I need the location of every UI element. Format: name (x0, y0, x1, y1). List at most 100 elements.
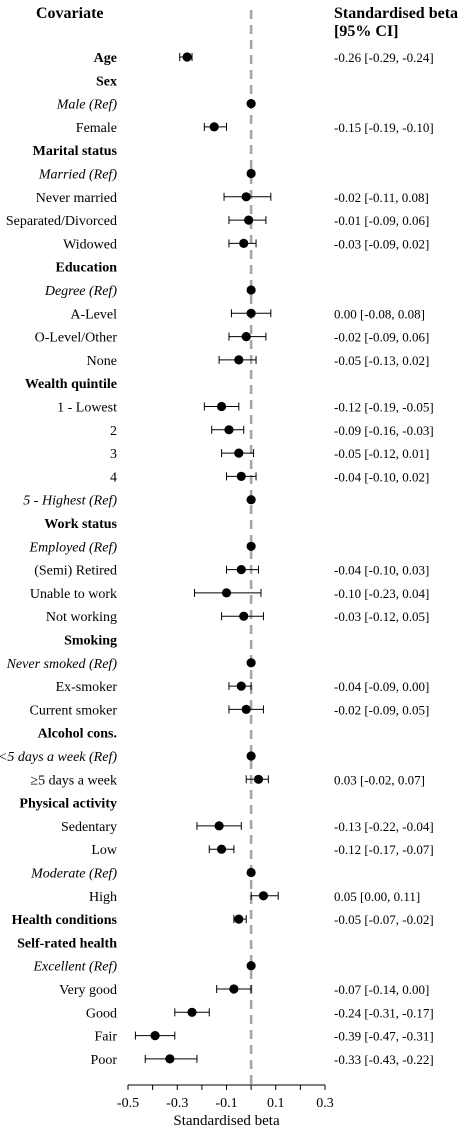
ci-value-text: -0.01 [-0.09, 0.06] (334, 213, 429, 228)
row-label: (Semi) Retired (34, 564, 117, 579)
ci-value-text: 0.03 [-0.02, 0.07] (334, 772, 425, 787)
row-label: 3 (110, 447, 117, 462)
row-label: Current smoker (30, 703, 118, 718)
row-label: O-Level/Other (35, 331, 118, 346)
row-label: Male (Ref) (56, 98, 118, 113)
estimate-point (241, 332, 251, 342)
row-label: High (89, 890, 117, 905)
estimate-point (224, 425, 234, 435)
ci-value-text: -0.12 [-0.17, -0.07] (334, 842, 434, 857)
row-label: 4 (110, 470, 117, 485)
estimate-point (246, 99, 256, 109)
row-label: <5 days a week (Ref) (0, 750, 117, 765)
estimate-point (241, 704, 251, 715)
row-label: Not working (46, 610, 117, 625)
ci-value-text: -0.02 [-0.09, 0.06] (334, 330, 429, 345)
ci-value-text: -0.05 [-0.07, -0.02] (334, 912, 434, 927)
x-ticks-layer: -0.5 -0.3 -0.1 0.1 0.3 (117, 1085, 334, 1111)
row-label: Moderate (Ref) (30, 867, 117, 882)
row-label: Fair (94, 1030, 117, 1045)
row-label: Employed (Ref) (29, 540, 118, 555)
estimate-point (182, 52, 192, 62)
row-label: Never smoked (Ref) (6, 657, 118, 672)
x-tick-label: -0.5 (117, 1096, 139, 1111)
estimate-point (258, 891, 269, 901)
ci-value-text: -0.15 [-0.19, -0.10] (334, 120, 434, 135)
estimate-point (246, 308, 256, 318)
covariate-header: Covariate (36, 5, 104, 22)
estimate-point (246, 495, 256, 505)
row-label: Female (76, 121, 117, 136)
ci-header-line1: Standardised beta (334, 5, 458, 22)
row-label: Degree (Ref) (44, 284, 117, 299)
estimate-point (239, 611, 249, 621)
ci-value-text: -0.09 [-0.16, -0.03] (334, 423, 434, 438)
estimate-point (236, 681, 246, 691)
estimate-point (246, 658, 256, 668)
x-tick-label: 0.3 (316, 1096, 334, 1111)
rows-layer: Age -0.26 [-0.29, -0.24] Sex Male (Ref) Fema… (0, 50, 434, 1068)
row-label: 1 - Lowest (57, 401, 117, 416)
estimate-point (244, 215, 254, 225)
ci-value-text: -0.03 [-0.09, 0.02] (334, 236, 429, 251)
row-label: Ex-smoker (56, 680, 118, 695)
marks-layer (134, 52, 279, 1064)
ci-value-text: -0.12 [-0.19, -0.05] (334, 400, 434, 415)
row-label: Smoking (64, 634, 117, 649)
estimate-point (239, 238, 249, 248)
row-label: Unable to work (30, 587, 117, 602)
row-label: Excellent (Ref) (32, 960, 117, 975)
ci-header-line2: [95% CI] (334, 23, 398, 40)
estimate-point (236, 565, 246, 575)
estimate-point (150, 1031, 160, 1041)
row-label: Physical activity (19, 797, 117, 812)
estimate-point (246, 168, 256, 179)
row-label: ≥5 days a week (30, 773, 117, 788)
ci-value-text: -0.24 [-0.31, -0.17] (334, 1005, 434, 1020)
row-label: A-Level (70, 307, 117, 322)
estimate-point (221, 588, 232, 598)
row-label: None (87, 354, 117, 369)
row-label: Good (86, 1006, 117, 1021)
ci-value-text: -0.07 [-0.14, 0.00] (334, 982, 429, 997)
row-label: Low (91, 843, 118, 858)
row-label: Age (94, 51, 117, 66)
estimate-point (246, 285, 256, 295)
estimate-point (253, 774, 264, 784)
ci-value-text: -0.26 [-0.29, -0.24] (334, 50, 434, 65)
estimate-point (229, 984, 239, 994)
row-label: Sedentary (61, 820, 117, 835)
x-axis-title: Standardised beta (173, 1113, 280, 1129)
row-label: Work status (44, 517, 117, 532)
estimate-point (246, 867, 256, 878)
ci-value-text: 0.00 [-0.08, 0.08] (334, 306, 425, 321)
estimate-point (187, 1007, 197, 1017)
estimate-point (234, 448, 244, 458)
row-label: Education (56, 261, 118, 276)
ci-value-text: -0.33 [-0.43, -0.22] (334, 1052, 434, 1067)
estimate-point (234, 355, 244, 365)
row-label: Very good (59, 983, 117, 998)
row-label: Alcohol cons. (38, 727, 117, 742)
estimate-point (165, 1054, 175, 1064)
ci-value-text: -0.10 [-0.23, 0.04] (334, 586, 429, 601)
x-tick-label: 0.1 (267, 1096, 285, 1111)
estimate-point (246, 961, 256, 971)
ci-value-text: -0.03 [-0.12, 0.05] (334, 609, 429, 624)
x-tick-label: -0.3 (166, 1096, 188, 1111)
estimate-point (216, 401, 227, 412)
ci-value-text: -0.04 [-0.10, 0.03] (334, 563, 429, 578)
estimate-point (234, 914, 244, 924)
x-tick-label: -0.1 (215, 1096, 237, 1111)
ci-value-text: -0.04 [-0.09, 0.00] (334, 679, 429, 694)
row-label: Marital status (33, 144, 118, 159)
row-label: Self-rated health (17, 936, 117, 951)
ci-value-text: -0.13 [-0.22, -0.04] (334, 819, 434, 834)
estimate-point (216, 844, 227, 854)
row-label: Sex (96, 74, 117, 89)
ci-value-text: -0.02 [-0.09, 0.05] (334, 702, 429, 717)
row-label: 2 (110, 424, 117, 439)
estimate-point (236, 471, 246, 481)
estimate-point (246, 541, 256, 551)
